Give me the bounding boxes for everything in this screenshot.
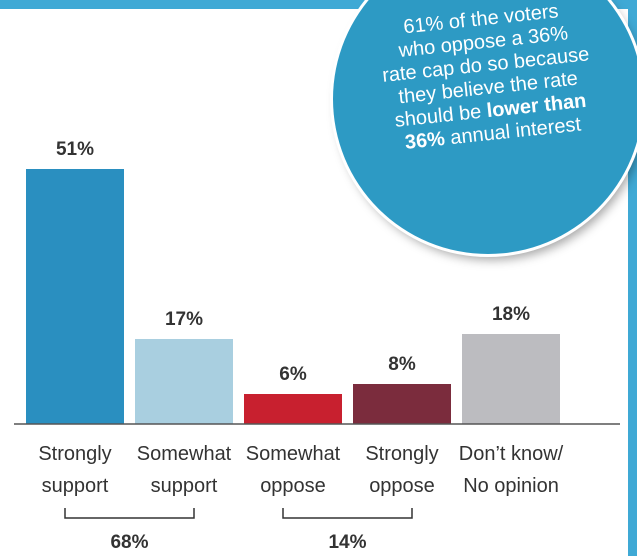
- value-label-3: 6%: [279, 364, 307, 385]
- category-label-2-line-1: Somewhat: [137, 443, 232, 465]
- category-label-1-line-2: support: [42, 475, 109, 497]
- top-accent-band: [0, 0, 637, 9]
- value-label-5: 18%: [492, 304, 530, 325]
- callout-circle: [333, 0, 637, 254]
- bar-5: [462, 334, 560, 424]
- callout-text: 61% of the voters who oppose a 36% rate …: [346, 0, 629, 160]
- group-bracket-1: [64, 508, 195, 519]
- category-label-5-line-2: No opinion: [463, 475, 559, 497]
- group-total-1: 68%: [110, 532, 148, 553]
- category-label-3-line-1: Somewhat: [246, 443, 341, 465]
- category-label-5-line-1: Don’t know/: [459, 443, 564, 465]
- category-label-1-line-1: Strongly: [38, 443, 111, 465]
- bar-1: [26, 169, 124, 424]
- right-accent-band: [628, 0, 637, 556]
- category-label-4-line-2: oppose: [369, 475, 435, 497]
- category-label-2-line-2: support: [151, 475, 218, 497]
- callout-line-6-bold: 36%: [403, 127, 446, 154]
- value-label-2: 17%: [165, 309, 203, 330]
- group-bracket-2: [282, 508, 413, 519]
- group-total-2: 14%: [328, 532, 366, 553]
- bar-3: [244, 394, 342, 424]
- bar-2: [135, 339, 233, 424]
- category-label-4-line-1: Strongly: [365, 443, 438, 465]
- value-label-1: 51%: [56, 139, 94, 160]
- category-label-3-line-2: oppose: [260, 475, 326, 497]
- value-label-4: 8%: [388, 354, 416, 375]
- bar-4: [353, 384, 451, 424]
